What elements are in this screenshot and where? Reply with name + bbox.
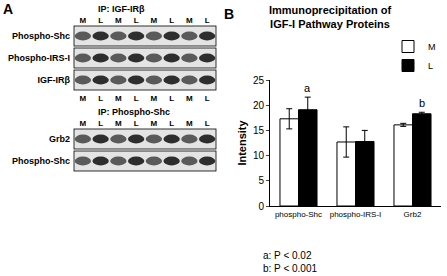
svg-text:L: L	[428, 61, 433, 71]
svg-text:IP: IGF-IRβ: IP: IGF-IRβ	[98, 4, 145, 14]
svg-text:L: L	[169, 16, 174, 25]
svg-text:Grb2: Grb2	[49, 134, 70, 144]
svg-text:L: L	[169, 94, 174, 103]
svg-text:phospho-Shc: phospho-Shc	[275, 210, 322, 219]
svg-text:M: M	[151, 16, 158, 25]
svg-text:Grb2: Grb2	[404, 210, 422, 219]
svg-text:L: L	[134, 94, 139, 103]
svg-text:phospho-IRS-I: phospho-IRS-I	[330, 210, 382, 219]
svg-text:M: M	[115, 94, 122, 103]
svg-text:Phospho-IRS-I: Phospho-IRS-I	[8, 53, 70, 63]
svg-text:M: M	[80, 119, 87, 128]
svg-text:M: M	[115, 119, 122, 128]
svg-text:M: M	[151, 119, 158, 128]
svg-text:5: 5	[258, 175, 264, 186]
svg-text:M: M	[186, 16, 193, 25]
svg-text:IGF-IRβ: IGF-IRβ	[38, 75, 71, 85]
svg-text:M: M	[80, 16, 87, 25]
svg-text:b: P < 0.001: b: P < 0.001	[263, 263, 317, 274]
svg-text:15: 15	[253, 125, 265, 136]
svg-text:Intensity: Intensity	[236, 120, 248, 166]
svg-text:L: L	[169, 119, 174, 128]
svg-text:L: L	[98, 16, 103, 25]
svg-text:L: L	[205, 119, 210, 128]
svg-text:M: M	[115, 16, 122, 25]
svg-text:M: M	[186, 119, 193, 128]
svg-text:Immunoprecipitation ofIGF-I Pa: Immunoprecipitation ofIGF-I Pathway Prot…	[269, 4, 392, 30]
svg-text:IP: Phospho-Shc: IP: Phospho-Shc	[98, 107, 170, 117]
svg-text:A: A	[3, 1, 13, 17]
svg-text:20: 20	[253, 100, 265, 111]
svg-text:M: M	[186, 94, 193, 103]
svg-text:b: b	[419, 97, 425, 109]
svg-text:L: L	[205, 94, 210, 103]
svg-text:a: a	[304, 82, 311, 94]
svg-text:M: M	[151, 94, 158, 103]
svg-text:L: L	[98, 94, 103, 103]
svg-text:Phospho-Shc: Phospho-Shc	[12, 156, 70, 166]
svg-text:L: L	[205, 16, 210, 25]
svg-text:M: M	[428, 42, 436, 52]
svg-text:0: 0	[258, 201, 264, 212]
svg-text:B: B	[224, 6, 234, 22]
svg-text:L: L	[134, 119, 139, 128]
svg-text:L: L	[98, 119, 103, 128]
svg-text:25: 25	[253, 75, 265, 86]
svg-text:Phospho-Shc: Phospho-Shc	[12, 31, 70, 41]
svg-text:10: 10	[253, 150, 265, 161]
svg-text:a: P < 0.02: a: P < 0.02	[263, 250, 312, 261]
svg-text:L: L	[134, 16, 139, 25]
svg-text:M: M	[80, 94, 87, 103]
